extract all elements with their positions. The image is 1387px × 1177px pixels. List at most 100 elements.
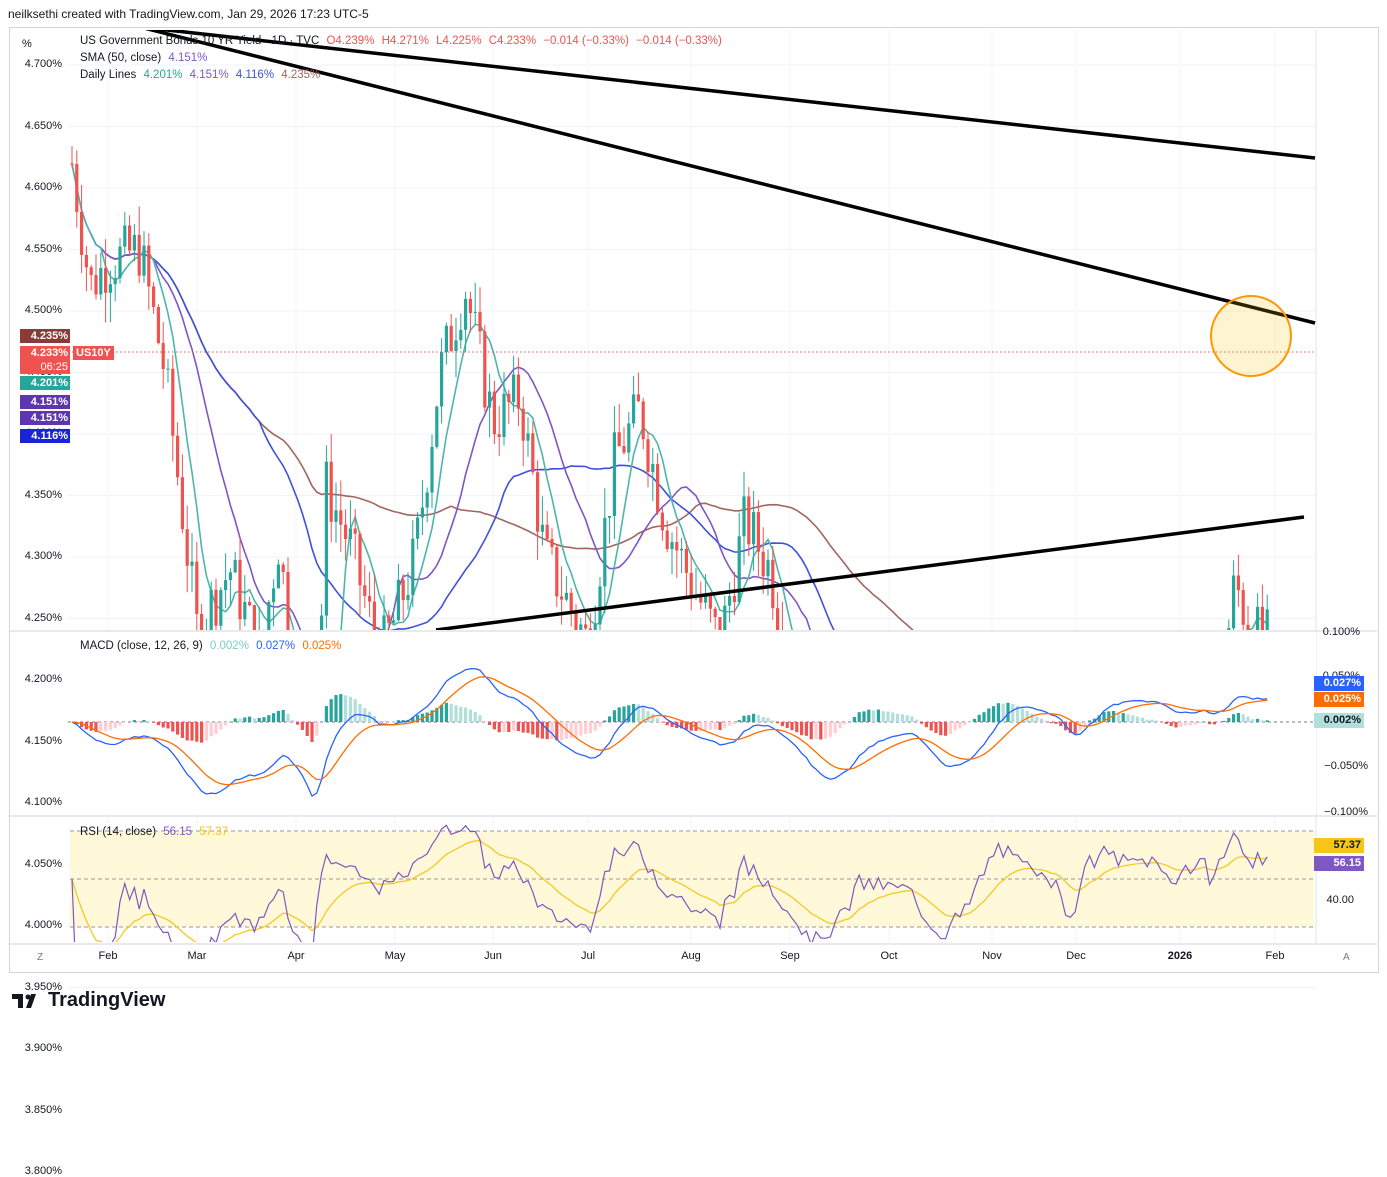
candle-body [1236, 575, 1240, 591]
macd-hist-bar [276, 710, 280, 722]
macd-hist-bar [872, 710, 876, 722]
macd-hist-bar [732, 722, 736, 725]
candle-body [756, 512, 760, 552]
macd-hist-bar [1246, 716, 1250, 722]
macd-hist-bar [968, 722, 972, 723]
macd-hist-bar [718, 722, 722, 731]
candle-body [963, 926, 966, 956]
macd-hist-bar [353, 699, 357, 722]
macd-hist-bar [1184, 722, 1188, 726]
macd-hist-bar [104, 722, 108, 731]
time-axis-label: Dec [1066, 950, 1086, 962]
macd-hist-bar [915, 719, 919, 722]
macd-hist-bar [387, 721, 391, 723]
macd-hist-bar [1227, 717, 1231, 722]
macd-hist-bar [382, 721, 386, 722]
macd-lines [71, 667, 1268, 798]
candle-body [108, 284, 112, 293]
macd-hist-bar [1232, 714, 1236, 722]
sma-legend[interactable]: SMA (50, close) 4.151% [80, 50, 211, 66]
macd-hist-bar [660, 722, 664, 723]
candle-body [579, 624, 583, 630]
macd-hist-bar [1260, 720, 1264, 722]
candle-body [89, 267, 93, 276]
macd-hist-bar [804, 722, 808, 736]
rsi-label: RSI (14, close) [80, 826, 157, 838]
macd-hist-bar [1011, 704, 1015, 722]
sma-label: SMA (50, close) [80, 52, 162, 64]
candle-body [540, 524, 544, 532]
macd-hist-bar [1001, 703, 1005, 722]
candle-body [646, 439, 650, 473]
symbol-title: US Government Bonds 10 YR Yield · 1D · T… [80, 35, 320, 47]
candle-body [156, 307, 160, 344]
macd-hist-bar [444, 702, 448, 722]
macd-hist-bar [641, 707, 645, 722]
candle-body [334, 510, 338, 522]
candle-body [80, 211, 84, 255]
price-axis-label: 4.200% [24, 673, 62, 685]
macd-hist-bar [214, 722, 218, 734]
upper-trendline [151, 30, 1316, 160]
tradingview-logo[interactable]: TradingView [12, 989, 165, 1012]
rsi-legend[interactable]: RSI (14, close) 56.15 57.37 [80, 824, 232, 840]
macd-hist-bar [392, 721, 396, 723]
candle-body [190, 561, 194, 566]
candle-body [728, 596, 732, 606]
macd-hist-bar [99, 722, 103, 731]
macd-hist-bar [1112, 710, 1116, 722]
candle-body [420, 507, 424, 518]
macd-hist-bar [516, 722, 520, 732]
macd-hist-bar [430, 710, 434, 722]
macd-hist-bar [488, 722, 492, 725]
macd-legend[interactable]: MACD (close, 12, 26, 9) 0.002% 0.027% 0.… [80, 638, 345, 654]
time-axis-label: Aug [681, 950, 701, 962]
daily-lines-legend[interactable]: Daily Lines 4.201% 4.151% 4.116% 4.235% [80, 67, 324, 83]
candle-body [732, 596, 736, 602]
candle-body [176, 435, 180, 478]
macd-hist-bar [243, 717, 247, 722]
candle-body [512, 374, 516, 403]
badge-daily-line-4: 4.235% [20, 329, 70, 343]
candle-body [656, 464, 660, 513]
macd-hist-bar [1265, 720, 1269, 722]
macd-hist-bar [809, 722, 813, 740]
macd-hist-bar [1016, 705, 1020, 722]
candle-body [348, 528, 352, 540]
candle-body [454, 340, 458, 351]
macd-hist-bar [1088, 720, 1092, 722]
macd-hist-bar [156, 722, 160, 726]
macd-hist-bar [723, 722, 727, 728]
macd-hist-bar [857, 712, 861, 722]
price-axis-label: 3.950% [24, 980, 62, 993]
macd-hist-bar [315, 722, 319, 736]
price-axis-label: 4.300% [24, 550, 62, 562]
macd-hist-bar [521, 722, 525, 733]
candle-body [137, 234, 141, 276]
zoom-reset-button[interactable]: Z [37, 952, 44, 963]
candle-body [1256, 606, 1260, 630]
macd-hist-bar [747, 715, 751, 722]
auto-scale-button[interactable]: A [1343, 952, 1350, 963]
candle-body [401, 579, 405, 601]
macd-hist-bar [1073, 722, 1077, 734]
candle-body [708, 595, 712, 609]
macd-hist-bar [972, 718, 976, 722]
rsi-lines [71, 824, 1268, 942]
brand-name: TradingView [48, 989, 166, 1011]
candle-body [344, 524, 348, 540]
macd-hist-bar [680, 722, 684, 729]
macd-hist-bar [468, 709, 472, 722]
macd-hist-bar [881, 711, 885, 722]
macd-hist-bar [1145, 719, 1149, 722]
price-axis-label: 4.650% [24, 119, 62, 132]
macd-hist-bar [584, 722, 588, 734]
macd-hist-bar [180, 722, 184, 738]
candle-body [228, 572, 232, 581]
chart-canvas [10, 30, 1377, 988]
ma-20-line [71, 163, 1268, 630]
macd-hist-bar [540, 722, 544, 739]
time-axis-label: Apr [287, 950, 305, 962]
macd-hist-bar [598, 722, 602, 727]
macd-hist-bar [828, 722, 832, 737]
